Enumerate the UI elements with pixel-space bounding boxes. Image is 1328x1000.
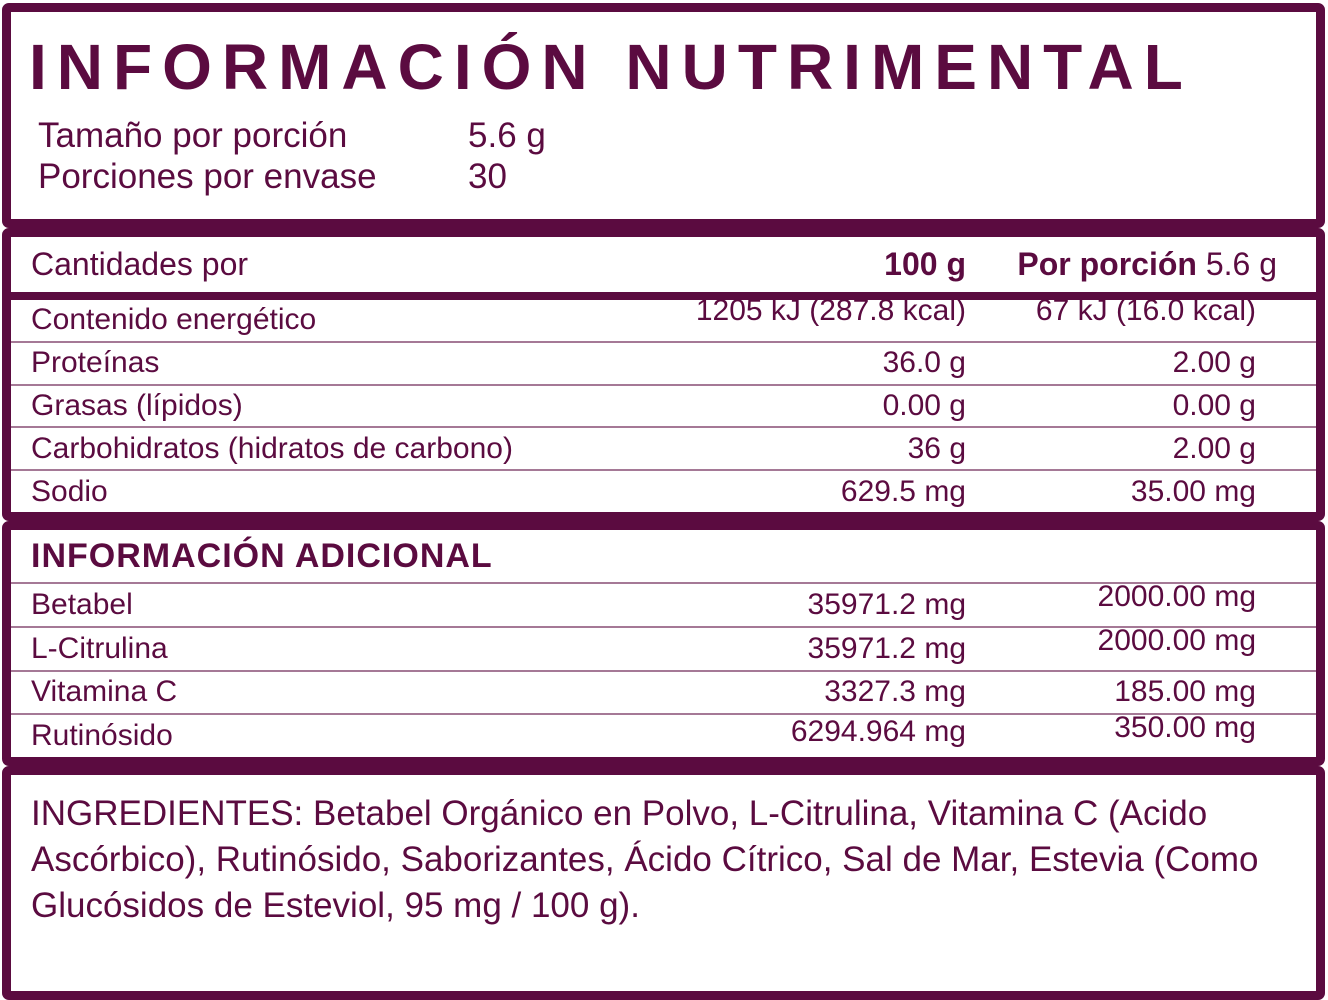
nutrition-rows: Contenido energético 1205 kJ (287.8 kcal… (11, 294, 1316, 512)
amounts-per-label: Cantidades por (31, 246, 249, 282)
additional-info-box: INFORMACIÓN ADICIONAL Betabel 35971.2 mg… (2, 521, 1325, 766)
nutrition-facts-header-box: INFORMACIÓN NUTRIMENTAL Tamaño por porci… (2, 3, 1325, 228)
value-per-100g: 6294.964 mg (790, 715, 966, 749)
nutrient-label: Betabel (31, 587, 133, 621)
value-per-100g: 36 g (907, 431, 966, 465)
nutrient-label: Carbohidratos (hidratos de carbono) (31, 431, 513, 465)
nutrient-label: Proteínas (31, 346, 160, 380)
value-per-portion: 0.00 g (1172, 388, 1256, 422)
value-per-portion: 2000.00 mg (1097, 623, 1256, 657)
serving-size-row: Tamaño por porción 5.6 g (38, 115, 1298, 156)
nutrient-label: Sodio (31, 474, 108, 508)
nutrition-table-header: Cantidades por 100 g Por porción 5.6 g (11, 237, 1316, 292)
table-row: Rutinósido 6294.964 mg 350.00 mg (11, 711, 1316, 757)
value-per-portion: 350.00 mg (1114, 711, 1256, 745)
table-row: Proteínas 36.0 g 2.00 g (11, 343, 1316, 386)
nutrition-table-box: Cantidades por 100 g Por porción 5.6 g C… (2, 228, 1325, 521)
table-row: Betabel 35971.2 mg 2000.00 mg (11, 580, 1316, 628)
portion-header-label: Por porción (1017, 246, 1197, 282)
value-per-portion: 2.00 g (1172, 346, 1256, 380)
serving-size-value: 5.6 g (468, 116, 546, 156)
nutrient-label: Vitamina C (31, 675, 178, 709)
servings-per-container-row: Porciones por envase 30 (38, 156, 1298, 197)
value-per-100g: 0.00 g (882, 388, 966, 422)
header-divider (11, 292, 1316, 300)
value-per-portion: 185.00 mg (1114, 675, 1256, 709)
nutrient-label: Contenido energético (31, 303, 317, 337)
value-per-portion: 67 kJ (16.0 kcal) (1035, 294, 1256, 328)
servings-per-container-value: 30 (468, 157, 507, 197)
value-per-100g: 629.5 mg (840, 474, 966, 508)
column-header-100g: 100 g (884, 246, 966, 282)
nutrient-label: Rutinósido (31, 719, 173, 753)
value-per-100g: 36.0 g (882, 346, 966, 380)
value-per-100g: 3327.3 mg (824, 675, 966, 709)
table-row: L-Citrulina 35971.2 mg 2000.00 mg (11, 624, 1316, 672)
value-per-100g: 35971.2 mg (807, 631, 966, 665)
additional-info-title: INFORMACIÓN ADICIONAL (11, 530, 1316, 584)
nutrient-label: L-Citrulina (31, 631, 168, 665)
value-per-100g: 35971.2 mg (807, 587, 966, 621)
nutrient-label: Grasas (lípidos) (31, 388, 243, 422)
column-header-portion: Por porción 5.6 g (966, 246, 1316, 283)
ingredients-text: INGREDIENTES: Betabel Orgánico en Polvo,… (31, 794, 1259, 925)
value-per-portion: 2.00 g (1172, 431, 1256, 465)
additional-info-rows: Betabel 35971.2 mg 2000.00 mg L-Citrulin… (11, 580, 1316, 757)
page-title: INFORMACIÓN NUTRIMENTAL (29, 31, 1193, 103)
serving-size-label: Tamaño por porción (38, 116, 348, 156)
ingredients-box: INGREDIENTES: Betabel Orgánico en Polvo,… (2, 766, 1325, 1000)
portion-header-value: 5.6 g (1205, 246, 1277, 282)
value-per-portion: 2000.00 mg (1097, 579, 1256, 613)
value-per-portion: 35.00 mg (1130, 474, 1256, 508)
table-row: Carbohidratos (hidratos de carbono) 36 g… (11, 428, 1316, 472)
table-row: Contenido energético 1205 kJ (287.8 kcal… (11, 294, 1316, 343)
value-per-100g: 1205 kJ (287.8 kcal) (695, 294, 966, 328)
servings-per-container-label: Porciones por envase (38, 157, 377, 197)
table-row: Vitamina C 3327.3 mg 185.00 mg (11, 672, 1316, 716)
table-row: Grasas (lípidos) 0.00 g 0.00 g (11, 386, 1316, 429)
serving-info: Tamaño por porción 5.6 g Porciones por e… (29, 115, 1298, 197)
table-row: Sodio 629.5 mg 35.00 mg (11, 471, 1316, 512)
